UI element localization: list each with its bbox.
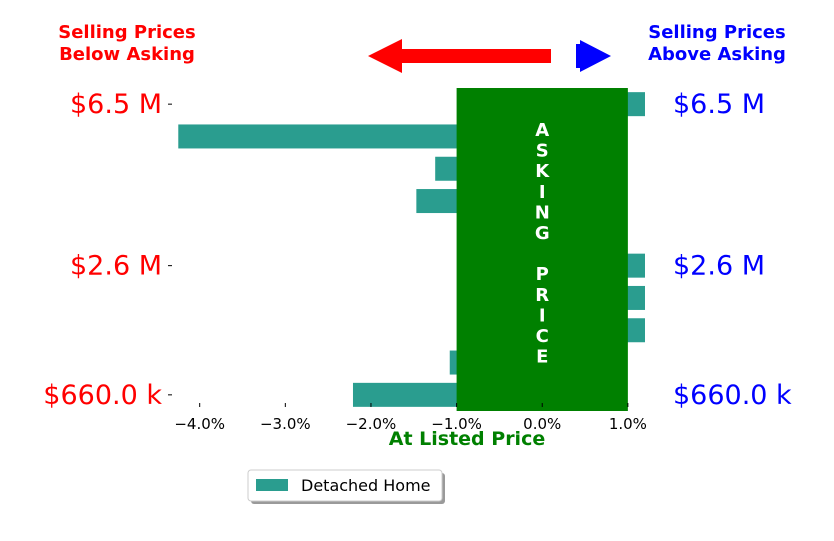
asking-price-letter: P	[536, 264, 549, 285]
asking-price-letter: R	[535, 285, 549, 306]
y-tick-label-right: $2.6 M	[673, 251, 765, 282]
x-tick-label: −2.0%	[346, 415, 397, 433]
legend-swatch	[256, 479, 288, 491]
x-tick-label: −4.0%	[174, 415, 225, 433]
asking-price-letter: S	[536, 141, 549, 162]
header-right-line-2: Above Asking	[648, 44, 786, 65]
y-tick-label-right: $6.5 M	[673, 89, 765, 120]
asking-price-band	[456, 88, 628, 411]
asking-price-letter: E	[536, 347, 548, 368]
y-tick-label-left: $6.5 M	[70, 89, 162, 120]
asking-price-letter: I	[539, 182, 546, 203]
x-tick-label: −3.0%	[260, 415, 311, 433]
x-axis-label: At Listed Price	[389, 428, 545, 450]
left-arrow-icon	[368, 39, 551, 73]
x-tick-label: 1.0%	[609, 415, 647, 433]
asking-price-letter: C	[536, 326, 549, 347]
y-tick-label-left: $660.0 k	[43, 380, 162, 411]
header-left-line-2: Below Asking	[59, 44, 195, 65]
x-tick-label: 0.0%	[523, 415, 561, 433]
asking-price-letter: N	[535, 202, 550, 223]
y-tick-label-right: $660.0 k	[673, 380, 792, 411]
header-left-line-1: Selling Prices	[58, 22, 195, 43]
axis-layer: −4.0% −3.0% −2.0% −1.0% 0.0% 1.0% At Listed Pr…	[43, 89, 792, 450]
right-arrow-icon	[576, 40, 611, 72]
header-right-line-1: Selling Prices	[648, 22, 785, 43]
asking-price-letter: A	[535, 120, 549, 141]
asking-price-letter: K	[535, 161, 550, 182]
asking-price-letter: I	[539, 305, 546, 326]
asking-price-letter: G	[535, 223, 550, 244]
x-tick-label: −1.0%	[431, 415, 482, 433]
legend-box	[247, 469, 443, 502]
y-tick-label-left: $2.6 M	[70, 251, 162, 282]
legend-label: Detached Home	[301, 476, 431, 495]
legend: Detached Home	[247, 469, 445, 504]
